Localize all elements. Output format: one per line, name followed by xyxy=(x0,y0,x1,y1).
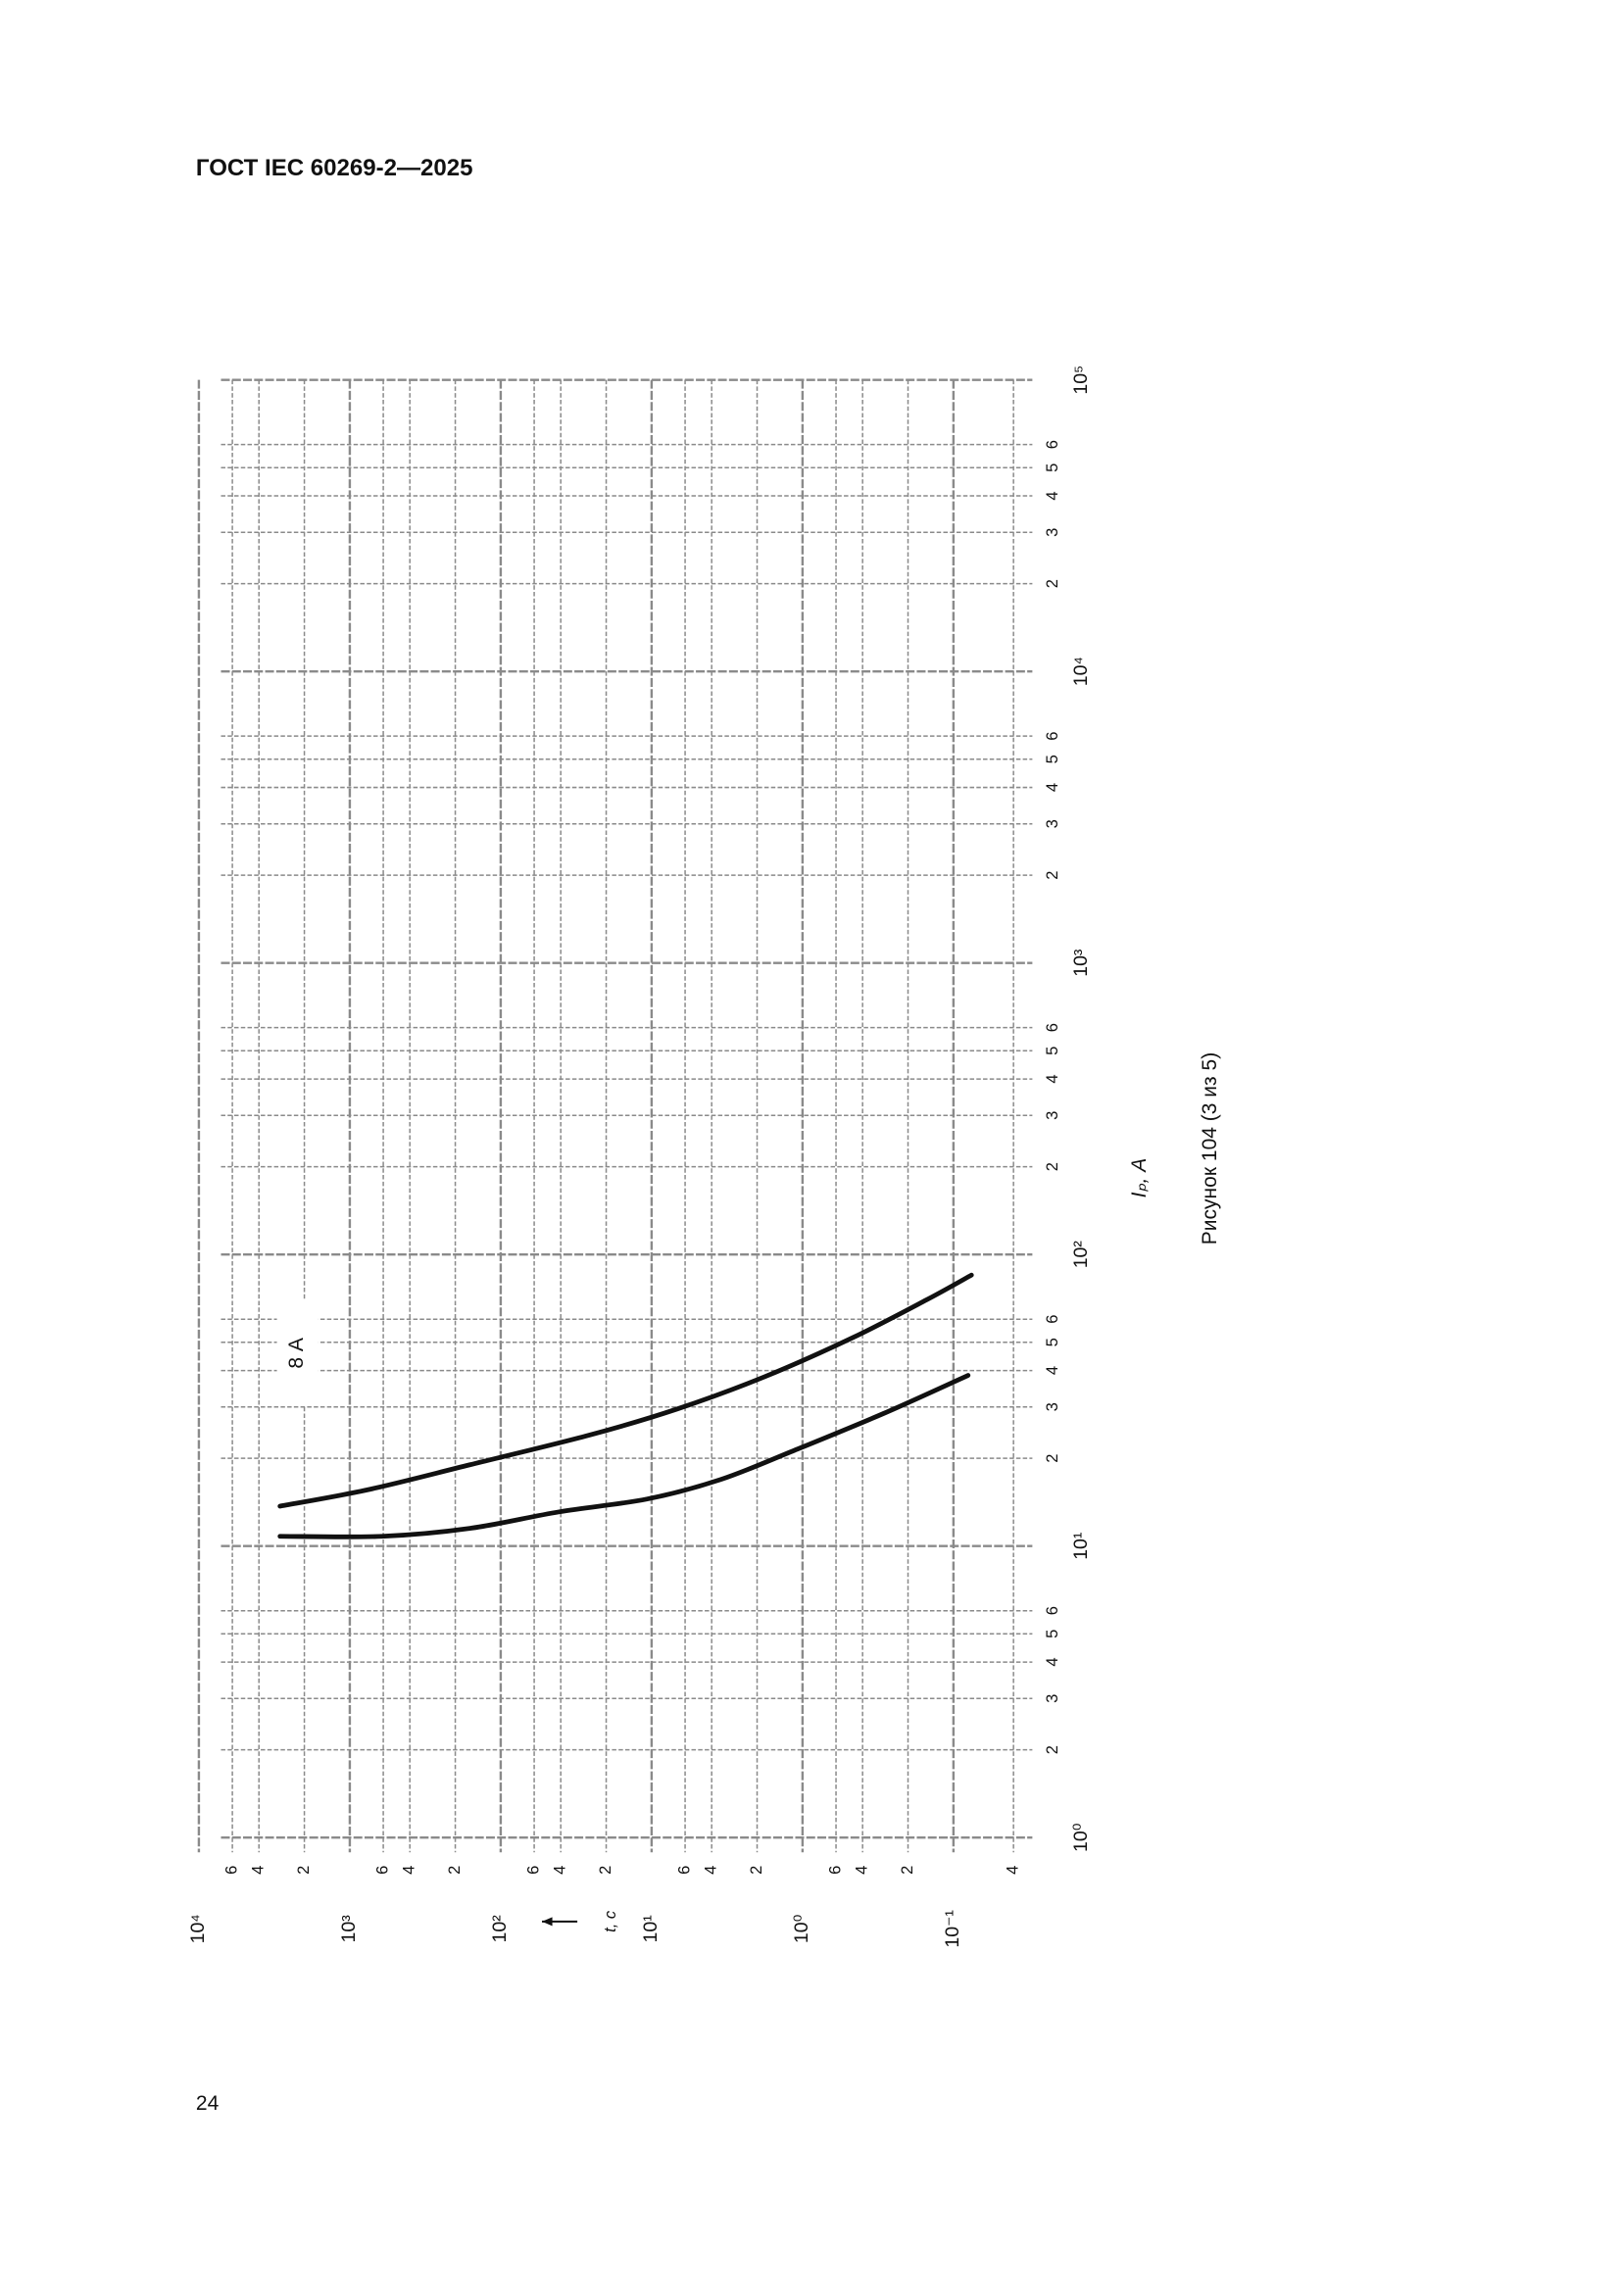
x-tick-label: 6 xyxy=(1043,1606,1061,1615)
figure-caption: Рисунок 104 (3 из 5) xyxy=(1199,1052,1221,1245)
x-major-tick-label: 10¹ xyxy=(1070,1532,1092,1560)
y-tick-label: 6 xyxy=(221,1866,240,1875)
x-tick-label: 2 xyxy=(1043,1162,1061,1171)
y-major-tick-label: 10³ xyxy=(338,1915,360,1943)
y-tick-label: 4 xyxy=(1004,1866,1022,1875)
y-tick-label: 6 xyxy=(825,1866,844,1875)
y-tick-label: 6 xyxy=(674,1866,693,1875)
x-tick-label: 5 xyxy=(1043,1630,1061,1638)
x-tick-label: 2 xyxy=(1043,579,1061,588)
x-tick-label: 4 xyxy=(1043,1074,1061,1083)
y-tick-label: 6 xyxy=(523,1866,542,1875)
y-tick-label: 2 xyxy=(747,1866,765,1875)
x-tick-label: 3 xyxy=(1043,1694,1061,1703)
x-axis-label: Iₚ, А xyxy=(1128,1158,1151,1198)
x-tick-label: 5 xyxy=(1043,755,1061,763)
x-tick-label: 2 xyxy=(1043,1454,1061,1463)
y-tick-label: 4 xyxy=(551,1866,569,1875)
x-tick-label: 5 xyxy=(1043,1047,1061,1055)
x-tick-label: 2 xyxy=(1043,871,1061,880)
x-tick-label: 3 xyxy=(1043,1111,1061,1120)
x-major-tick-label: 10⁵ xyxy=(1070,366,1092,395)
y-major-tick-label: 10⁻¹ xyxy=(942,1910,963,1948)
y-tick-label: 2 xyxy=(294,1866,313,1875)
page-number: 24 xyxy=(196,2092,220,2115)
curve xyxy=(277,1373,971,1539)
x-tick-label: 4 xyxy=(1043,783,1061,792)
y-tick-label: 4 xyxy=(400,1866,418,1875)
y-tick-label: 2 xyxy=(898,1866,916,1875)
y-major-tick-label: 10⁰ xyxy=(791,1914,812,1943)
y-tick-label: 6 xyxy=(372,1866,391,1875)
y-tick-label: 4 xyxy=(702,1866,720,1875)
header-title: ГОСТ IEC 60269-2—2025 xyxy=(196,155,473,181)
axis-arrowhead xyxy=(542,1917,553,1927)
y-major-tick-label: 10² xyxy=(489,1915,511,1943)
x-tick-label: 4 xyxy=(1043,491,1061,500)
y-tick-label: 2 xyxy=(445,1866,464,1875)
curve xyxy=(277,1272,974,1509)
x-tick-label: 3 xyxy=(1043,528,1061,537)
x-tick-label: 6 xyxy=(1043,440,1061,449)
x-tick-label: 4 xyxy=(1043,1366,1061,1375)
x-tick-label: 5 xyxy=(1043,1338,1061,1346)
y-major-tick-label: 10⁴ xyxy=(187,1914,209,1943)
y-tick-label: 4 xyxy=(853,1866,871,1875)
annotation: 8 А xyxy=(285,1338,308,1369)
x-major-tick-label: 10⁴ xyxy=(1070,657,1092,686)
y-tick-label: 4 xyxy=(249,1866,268,1875)
y-major-tick-label: 10¹ xyxy=(640,1915,662,1943)
x-major-tick-label: 10⁰ xyxy=(1070,1823,1092,1852)
grid xyxy=(197,378,1033,1853)
x-tick-label: 3 xyxy=(1043,819,1061,828)
x-tick-label: 6 xyxy=(1043,1023,1061,1032)
x-major-tick-label: 10³ xyxy=(1070,949,1092,977)
x-tick-label: 3 xyxy=(1043,1402,1061,1411)
x-tick-label: 6 xyxy=(1043,732,1061,741)
x-major-tick-label: 10² xyxy=(1070,1241,1092,1269)
y-tick-label: 2 xyxy=(596,1866,614,1875)
x-tick-label: 4 xyxy=(1043,1657,1061,1666)
y-axis-label: t, с xyxy=(601,1910,619,1932)
x-tick-label: 5 xyxy=(1043,464,1061,472)
annotation-box xyxy=(276,1299,319,1406)
x-tick-label: 2 xyxy=(1043,1745,1061,1754)
x-tick-label: 6 xyxy=(1043,1315,1061,1324)
